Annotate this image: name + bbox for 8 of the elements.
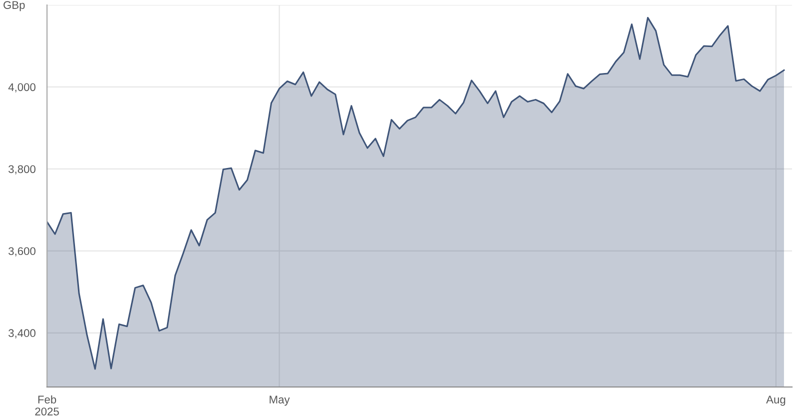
x-tick-label: Aug xyxy=(766,396,786,406)
y-axis-title: GBp xyxy=(4,1,25,12)
y-tick-label: 3,400 xyxy=(8,329,36,338)
x-tick-label: May xyxy=(270,396,290,406)
y-tick-label: 3,800 xyxy=(8,165,36,174)
y-tick-label: 4,000 xyxy=(8,83,36,92)
x-tick-label: Feb 2025 xyxy=(35,395,59,416)
y-tick-label: 3,600 xyxy=(8,247,36,256)
